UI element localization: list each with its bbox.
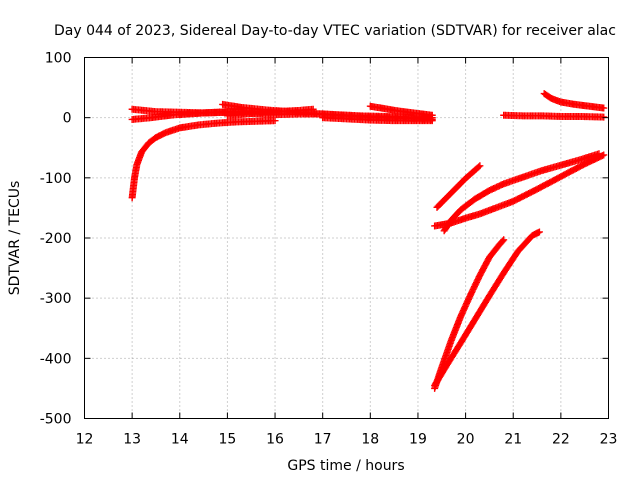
y-tick-label: 100 [45, 51, 72, 67]
data-series [366, 102, 436, 119]
data-point [428, 111, 436, 119]
data-point [535, 228, 543, 236]
y-tick-label: -100 [40, 171, 72, 187]
data-point [271, 117, 279, 125]
x-tick-label: 16 [266, 432, 284, 448]
data-series [540, 90, 608, 112]
x-tick-label: 17 [314, 432, 332, 448]
x-tick-label: 23 [600, 432, 618, 448]
axis-ticks [84, 57, 609, 419]
data-point [595, 150, 603, 158]
x-axis-label: GPS time / hours [287, 458, 404, 474]
y-axis-label: SDTVAR / TECUs [7, 181, 23, 296]
data-point [600, 151, 608, 159]
x-tick-label: 21 [504, 432, 522, 448]
y-tick-label: 0 [63, 111, 72, 127]
y-tick-label: -400 [40, 351, 72, 367]
x-tick-label: 14 [171, 432, 189, 448]
x-tick-label: 13 [123, 432, 141, 448]
data-point [500, 236, 508, 244]
data-series [319, 114, 436, 125]
y-tick-label: -500 [40, 412, 72, 428]
data-point [309, 105, 317, 113]
data-point [499, 237, 507, 245]
x-tick-label: 12 [76, 432, 94, 448]
data-point [475, 163, 483, 171]
data-series [223, 105, 317, 120]
x-tick-label: 18 [361, 432, 379, 448]
x-tick-label: 20 [457, 432, 475, 448]
y-tick-label: -200 [40, 231, 72, 247]
data-point [600, 104, 608, 112]
data-series [128, 117, 279, 202]
data-markers [128, 90, 608, 392]
data-point [476, 162, 484, 170]
chart-title: Day 044 of 2023, Sidereal Day-to-day VTE… [54, 23, 616, 39]
x-tick-label: 22 [552, 432, 570, 448]
data-series [440, 150, 603, 235]
data-series [433, 162, 484, 211]
x-tick-label: 15 [218, 432, 236, 448]
data-series [500, 111, 608, 121]
y-tick-label: -300 [40, 291, 72, 307]
data-point [600, 113, 608, 121]
data-series [431, 228, 543, 389]
x-tick-label: 19 [409, 432, 427, 448]
